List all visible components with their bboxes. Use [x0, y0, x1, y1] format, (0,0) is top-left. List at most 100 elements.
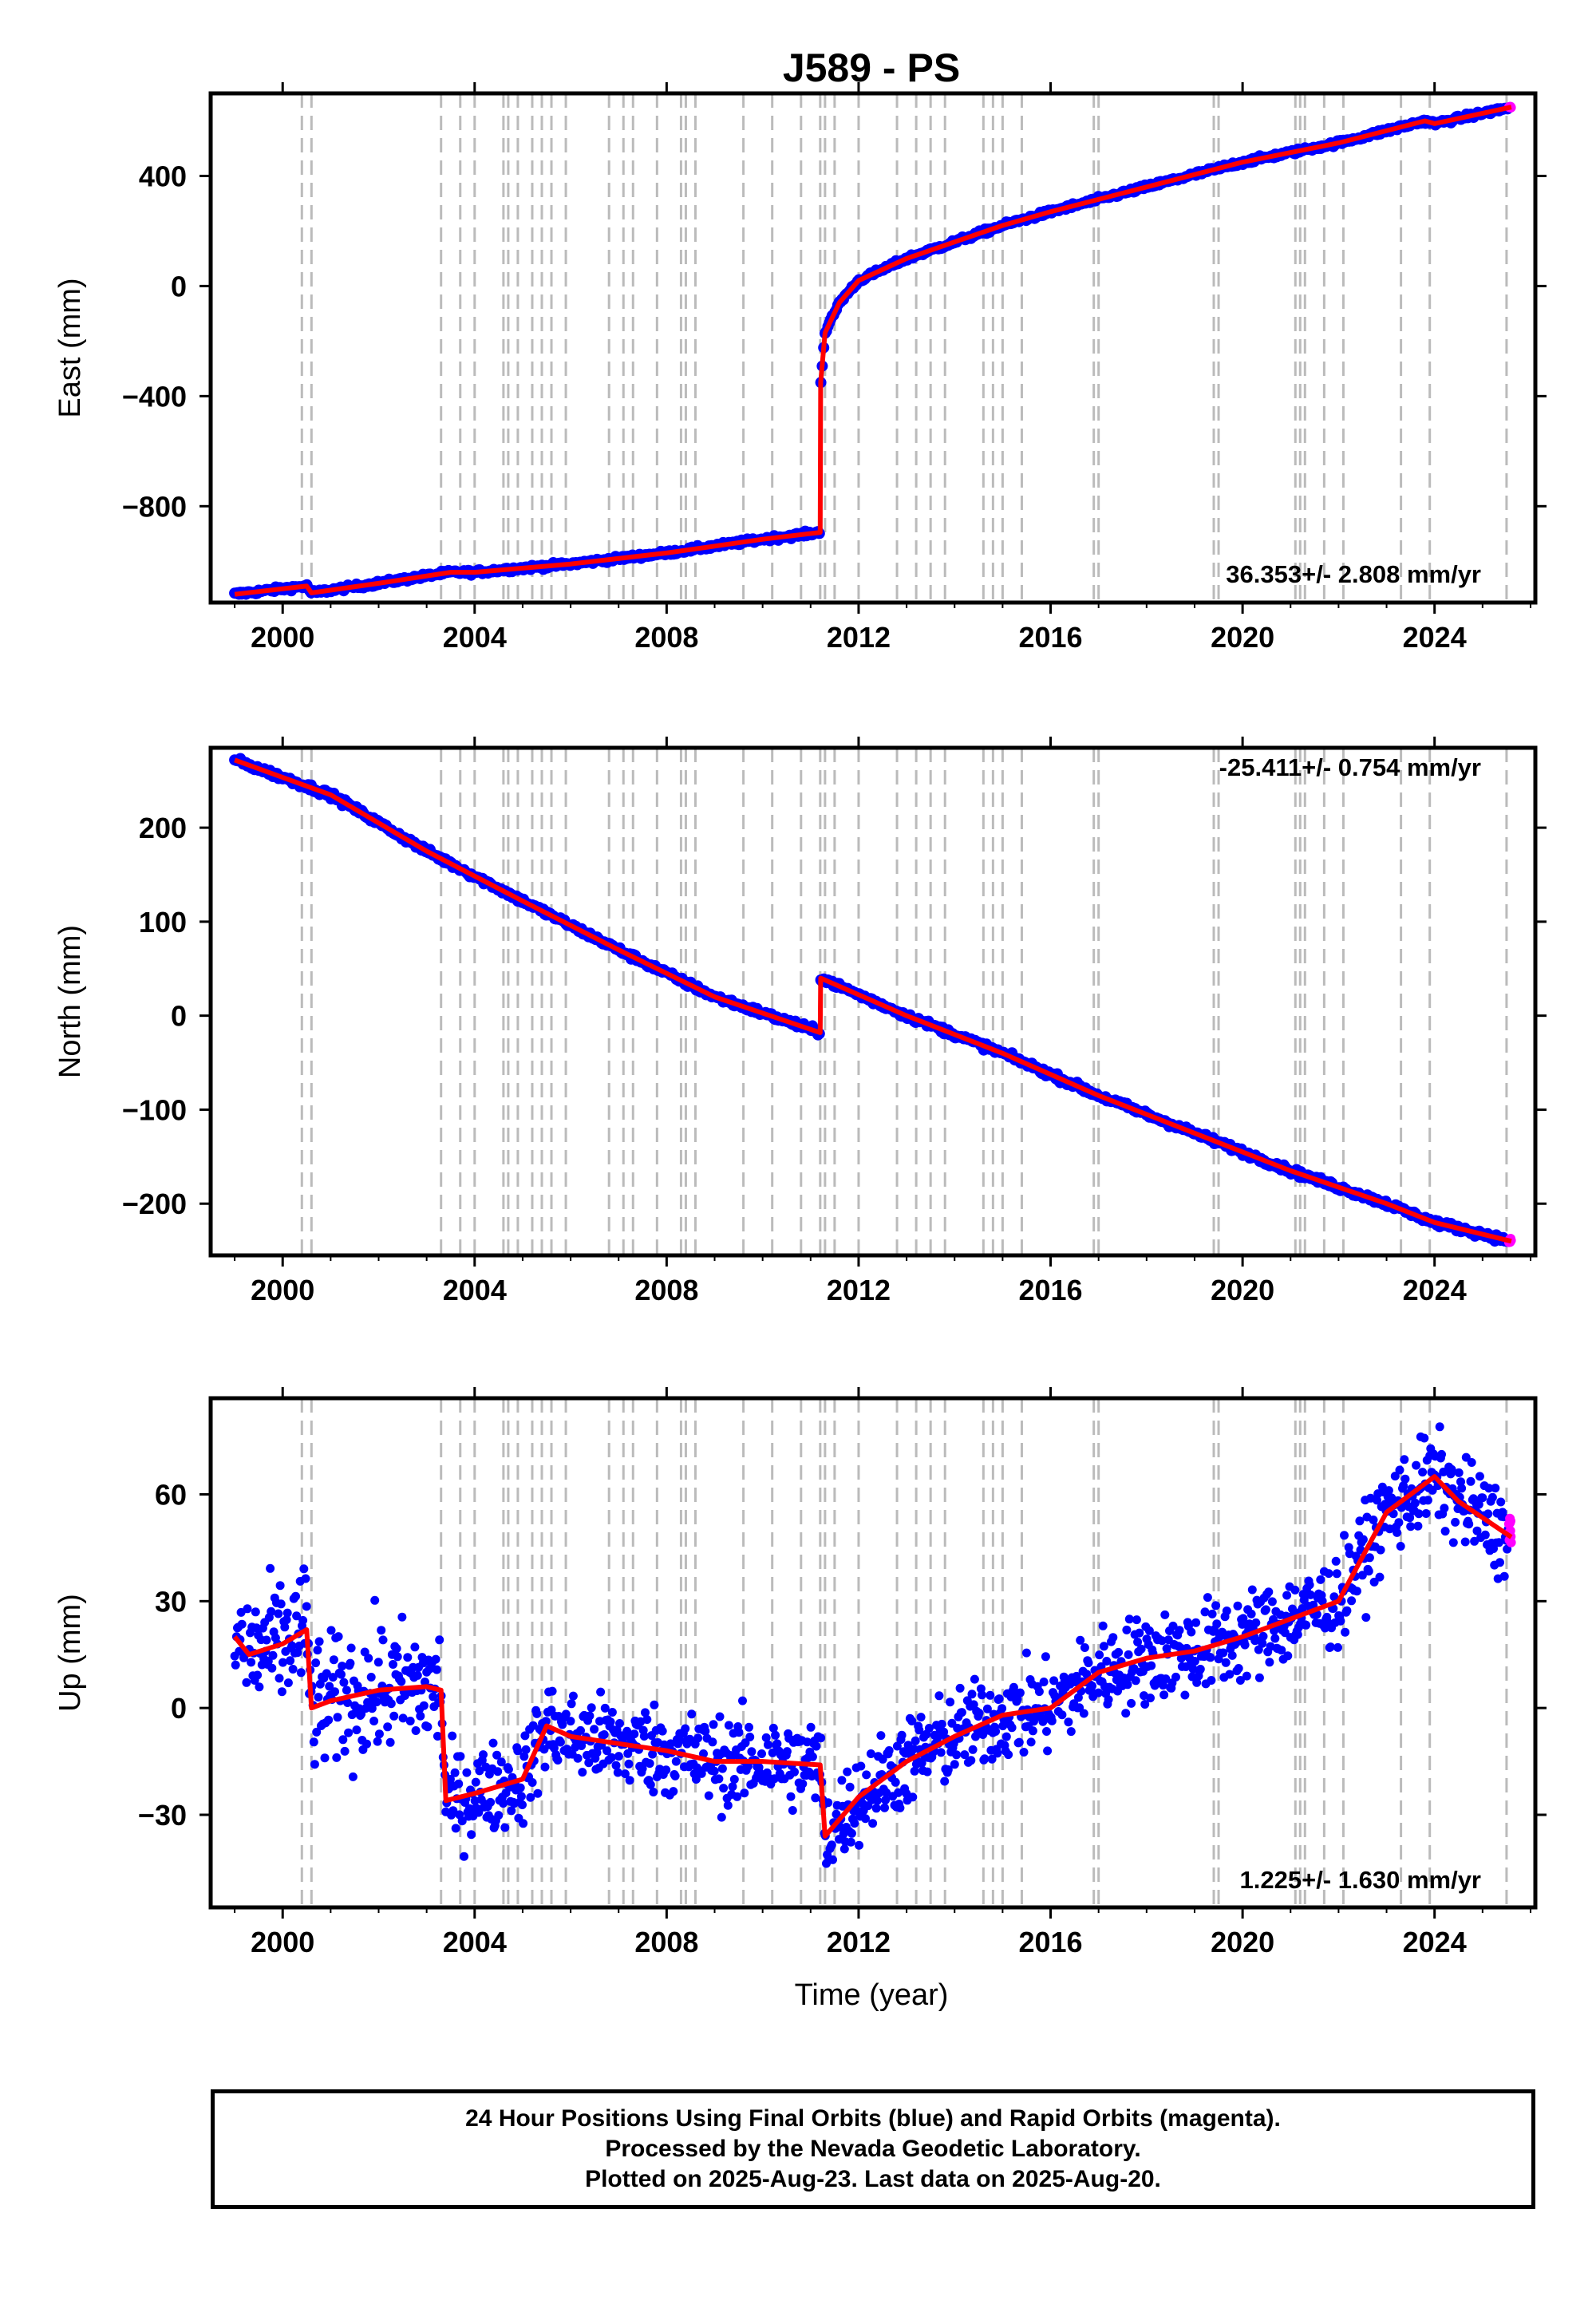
data-point — [952, 1750, 962, 1760]
data-point — [669, 1787, 678, 1796]
data-point — [1302, 1620, 1311, 1630]
data-point — [338, 1735, 348, 1745]
data-point — [573, 1753, 583, 1763]
data-point — [924, 1724, 934, 1733]
rate-label: 36.353+/- 2.808 mm/yr — [1226, 560, 1481, 588]
data-point — [474, 1808, 484, 1817]
data-point — [519, 1752, 529, 1761]
data-point — [1484, 1484, 1494, 1493]
data-point — [646, 1780, 655, 1789]
data-point — [1399, 1481, 1408, 1491]
panel-up: 2000 2004 2008 2012 2016 2020 2024 60 30 0 −30 Up (… — [53, 1387, 1547, 1958]
data-point — [641, 1708, 650, 1717]
data-point — [828, 1855, 837, 1864]
data-point — [362, 1739, 371, 1749]
panel-frame — [208, 91, 1538, 605]
data-point — [1200, 1607, 1210, 1617]
data-point — [448, 1806, 458, 1816]
data-point — [1460, 1537, 1470, 1547]
data-point — [1195, 1665, 1205, 1674]
data-point — [745, 1722, 753, 1732]
data-point — [1355, 1516, 1365, 1526]
data-point — [373, 1737, 382, 1746]
data-point — [908, 1792, 918, 1802]
data-point — [1376, 1545, 1385, 1555]
data-point — [266, 1563, 275, 1573]
data-point — [1336, 1616, 1345, 1626]
data-point — [528, 1721, 538, 1730]
data-point — [1358, 1535, 1368, 1544]
data-point — [967, 1690, 977, 1699]
data-point — [338, 1662, 347, 1671]
footer-line-2: Processed by the Nevada Geodetic Laborat… — [605, 2136, 1141, 2162]
data-point — [645, 1759, 654, 1769]
data-point — [974, 1709, 984, 1717]
data-point — [242, 1678, 251, 1687]
data-point — [1352, 1587, 1361, 1596]
data-point — [1440, 1527, 1450, 1536]
footer-line-1: 24 Hour Positions Using Final Orbits (bl… — [465, 2105, 1281, 2132]
data-point — [1238, 1614, 1248, 1623]
data-point — [868, 1819, 878, 1828]
data-point — [366, 1673, 376, 1682]
data-point — [413, 1670, 422, 1680]
rapid-orbit-points — [1503, 1513, 1516, 1547]
x-tick-label: 2012 — [827, 1274, 891, 1306]
panel-east: 2000 2004 2008 2012 2016 2020 2024 400 0 −400 −800… — [53, 82, 1547, 654]
data-point — [798, 1779, 808, 1788]
data-point — [717, 1764, 727, 1773]
data-point — [607, 1708, 617, 1717]
data-point — [421, 1678, 429, 1686]
data-point — [895, 1803, 905, 1812]
data-point — [423, 1722, 433, 1732]
data-point — [1095, 1650, 1104, 1660]
data-point — [1503, 1544, 1512, 1554]
data-point — [761, 1733, 771, 1742]
plot-area — [229, 748, 1516, 1255]
data-point — [1102, 1657, 1112, 1666]
data-point — [1333, 1642, 1342, 1652]
data-point — [1464, 1520, 1474, 1529]
data-point — [549, 1743, 559, 1753]
data-point — [392, 1644, 401, 1654]
data-point — [1305, 1580, 1314, 1590]
data-point — [276, 1599, 286, 1609]
data-point — [561, 1709, 571, 1719]
data-point — [521, 1745, 531, 1754]
rapid-data-point — [1506, 1537, 1516, 1547]
data-point — [987, 1754, 997, 1764]
data-point — [1001, 1732, 1011, 1741]
data-point — [740, 1788, 749, 1798]
data-point — [328, 1673, 338, 1682]
data-point — [970, 1674, 979, 1684]
data-point — [302, 1602, 311, 1611]
data-point — [1495, 1558, 1504, 1567]
data-point — [1028, 1726, 1037, 1736]
data-point — [460, 1852, 468, 1861]
data-point — [451, 1824, 460, 1833]
data-point — [768, 1723, 778, 1733]
data-point — [606, 1717, 615, 1727]
data-point — [625, 1776, 634, 1785]
data-point — [708, 1737, 717, 1747]
data-point — [771, 1730, 780, 1740]
data-point — [827, 1840, 836, 1850]
y-tick-label: −100 — [122, 1093, 187, 1126]
data-point — [1159, 1690, 1169, 1700]
data-point — [743, 1761, 753, 1771]
data-point — [251, 1607, 260, 1617]
data-point — [369, 1717, 379, 1725]
data-point — [790, 1767, 799, 1777]
data-point — [1466, 1476, 1476, 1486]
data-point — [978, 1730, 988, 1739]
data-point — [541, 1717, 551, 1726]
data-point — [1395, 1465, 1404, 1475]
data-point — [1047, 1716, 1057, 1725]
data-point — [1007, 1723, 1017, 1733]
data-point — [378, 1635, 388, 1645]
data-point — [475, 1766, 484, 1776]
data-point — [1147, 1661, 1156, 1670]
data-point — [1168, 1621, 1178, 1630]
data-point — [1039, 1678, 1049, 1686]
data-point — [709, 1720, 718, 1729]
